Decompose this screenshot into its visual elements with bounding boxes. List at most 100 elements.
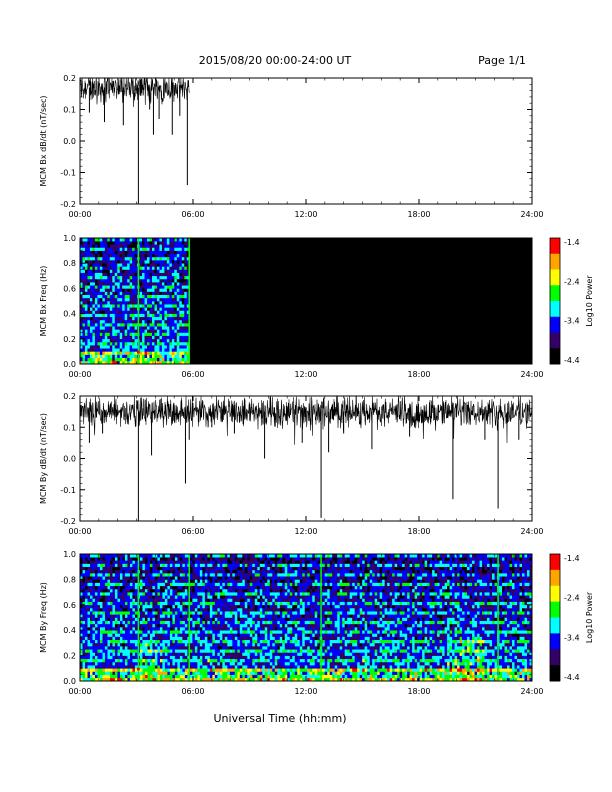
spectrogram-cell [197,661,201,666]
spectrogram-cell [247,592,251,596]
spectrogram-cell [129,285,133,289]
spectrogram-cell [122,282,125,286]
spectrogram-cell [132,671,136,675]
spectrogram-cell [202,554,206,558]
spectrogram-cell [234,677,238,682]
spectrogram-cell [214,569,218,574]
spectrogram-cell [212,573,216,577]
spectrogram-cell [142,633,146,637]
spectrogram-cell [249,579,253,583]
spectrogram-cell [107,357,111,362]
spectrogram-cell [189,630,193,634]
spectrogram-cells [80,554,533,682]
spectrogram-cell [152,579,156,583]
spectrogram-cell [97,275,101,280]
spectrogram-cell [139,671,143,675]
spectrogram-cell [87,582,91,587]
spectrogram-cell [82,604,86,609]
spectrogram-cell [84,585,88,590]
spectrogram-cell [176,310,180,314]
spectrogram-cell [89,269,93,273]
spectrogram-cell [174,588,178,593]
spectrogram-cell [181,360,185,365]
spectrogram-cell [244,655,248,660]
spectrogram-cell [199,601,203,606]
spectrogram-cell [109,310,113,314]
y-tick-label: -0.1 [60,169,76,178]
spectrogram-cell [117,579,121,583]
spectrogram-cell [149,598,153,602]
spectrogram-cell [177,630,181,634]
spectrogram-cell [154,592,158,596]
spectrogram-cell [99,263,103,267]
spectrogram-cell [219,554,223,558]
spectrogram-cell [97,269,101,273]
spectrogram-cell [181,341,185,346]
spectrogram-cell [169,341,173,346]
spectrogram-cell [166,332,170,336]
spectrogram-cell [142,585,146,590]
spectrogram-cell [172,620,176,625]
spectrogram-cell [97,579,101,583]
spectrogram-cell [142,301,145,305]
spectrogram-cell [102,329,106,333]
spectrogram-cell [199,595,203,599]
spectrogram-cell [169,630,173,634]
spectrogram-cell [159,563,163,567]
spectrogram-cell [84,592,88,596]
spectrogram-cell [87,585,91,590]
spectrogram-cell [124,332,128,336]
spectrogram-cell [174,576,178,580]
spectrogram-cell [80,297,83,302]
spectrogram-cell [244,560,248,564]
spectrogram-cell [107,345,111,349]
spectrogram-cell [176,351,180,355]
spectrogram-cell [152,639,156,644]
spectrogram-cell [134,241,138,245]
spectrogram-cell [176,269,180,273]
spectrogram-cell [181,354,185,358]
spectrogram-cell [127,620,131,625]
spectrogram-cell [97,244,101,248]
spectrogram-cell [144,301,148,305]
spectrogram-cell [107,598,111,602]
spectrogram-cell [124,297,128,302]
spectrogram-cell [112,272,116,277]
spectrogram-cell [237,642,241,647]
spectrogram-cell [109,316,113,321]
spectrogram-cell [194,636,198,641]
spectrogram-cell [239,614,243,618]
spectrogram-cell [139,557,143,561]
spectrogram-cell [127,301,130,305]
spectrogram-cell [209,557,213,561]
spectrogram-cell [149,241,153,245]
spectrogram-cell [162,620,166,625]
spectrogram-cell [94,576,98,580]
spectrogram-cell [129,649,133,653]
spectrogram-cell [99,566,103,571]
spectrogram-cell [84,588,88,593]
spectrogram-cell [254,677,258,682]
spectrogram-cell [214,601,218,606]
spectrogram-cell [92,560,96,564]
spectrogram-cell [171,263,175,267]
spectrogram-cell [144,649,148,653]
spectrogram-cell [151,310,155,314]
spectrogram-cell [80,285,83,289]
spectrogram-cell [94,614,98,618]
spectrogram-cell [176,278,180,283]
spectrogram-cell [87,668,91,672]
spectrogram-cell [122,560,126,564]
spectrogram-cell [124,244,128,248]
spectrogram-cell [114,272,118,277]
spectrogram-cell [122,291,125,295]
spectrogram-cell [127,576,131,580]
spectrogram-cell [169,652,173,656]
colorbar-tick-label: -3.4 [564,317,580,326]
spectrogram-cell [122,244,125,248]
spectrogram-cell [219,661,223,666]
spectrogram-cell [132,304,135,308]
spectrogram-cell [179,604,183,609]
spectrogram-cell [182,614,186,618]
spectrogram-cell [159,671,163,675]
